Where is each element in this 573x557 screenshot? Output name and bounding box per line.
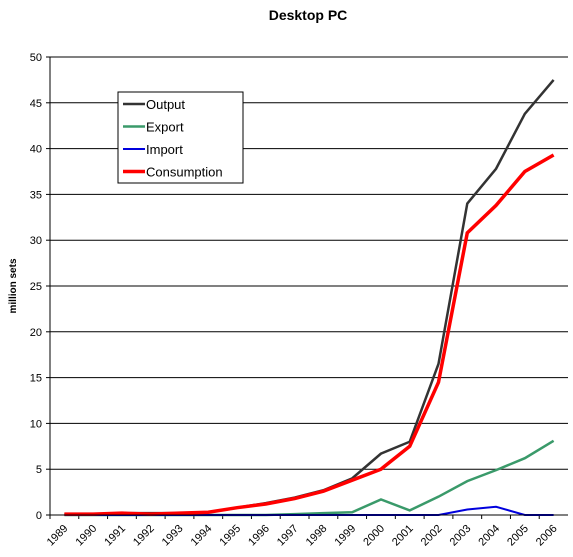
legend-label: Consumption [146, 165, 223, 180]
x-tick-label: 2004 [476, 523, 502, 549]
x-tick-label: 1992 [131, 523, 157, 549]
y-tick-label: 30 [30, 235, 42, 247]
x-tick-label: 2003 [448, 523, 474, 549]
x-tick-label: 2006 [534, 523, 560, 549]
line-series [64, 153, 555, 516]
y-tick-label: 15 [30, 373, 42, 385]
legend-box [117, 91, 244, 184]
x-tick-label: 1998 [304, 523, 330, 549]
x-tick-label: 1996 [246, 523, 272, 549]
x-tick-label: 1995 [217, 523, 243, 549]
x-tick-label: 2001 [390, 523, 416, 549]
x-tick-label: 1991 [102, 523, 128, 549]
legend-label: Output [146, 97, 185, 112]
x-tick-label: 1989 [45, 523, 71, 549]
chart-title: Desktop PC [269, 7, 348, 23]
line-series [64, 439, 555, 517]
legend-label: Import [146, 142, 183, 157]
x-tick-label: 2002 [419, 523, 445, 549]
x-tick-label: 1997 [275, 523, 301, 549]
x-tick-label: 1999 [332, 523, 358, 549]
y-tick-label: 0 [36, 510, 42, 522]
y-tick-label: 40 [30, 144, 42, 156]
y-tick-label: 10 [30, 418, 42, 430]
y-tick-label: 25 [30, 281, 42, 293]
x-tick-label: 1993 [160, 523, 186, 549]
y-tick-label: 45 [30, 98, 42, 110]
x-tick-label: 1990 [73, 523, 99, 549]
x-tick-label: 1994 [189, 523, 215, 549]
y-tick-label: 50 [30, 52, 42, 64]
legend-label: Export [146, 120, 184, 135]
y-tick-label: 35 [30, 189, 42, 201]
x-tick-label: 2005 [505, 523, 531, 549]
x-tick-label: 2000 [361, 523, 387, 549]
y-tick-label: 20 [30, 327, 42, 339]
y-axis-label: million sets [8, 258, 19, 313]
y-tick-label: 5 [36, 464, 42, 476]
